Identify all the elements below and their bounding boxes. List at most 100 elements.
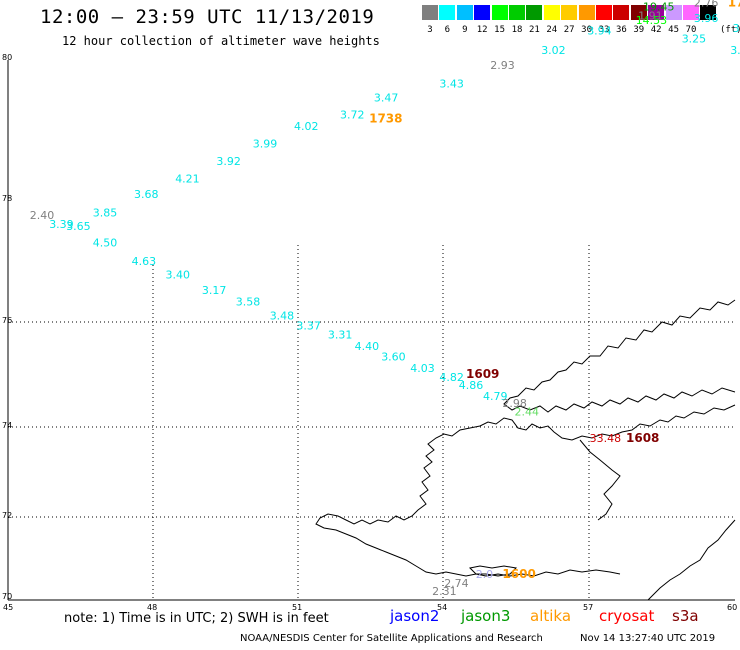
- scale-label: 6: [444, 25, 451, 35]
- pass-time-label: 173: [728, 0, 740, 10]
- novaya-zemlya-south-coast: [315, 404, 736, 577]
- lon-axis: 45 48 51 54 57 60: [3, 603, 737, 612]
- lon-tick: 57: [583, 603, 593, 612]
- scale-label: 3: [427, 25, 433, 35]
- scale-swatch: [596, 5, 612, 20]
- lat-tick: 76: [2, 316, 12, 325]
- satellite-jason3-label: jason3: [461, 607, 511, 625]
- map-subtitle: 12 hour collection of altimeter wave hei…: [62, 34, 380, 48]
- lon-tick: 60: [727, 603, 737, 612]
- scale-swatch: [422, 5, 438, 20]
- wave-height-value: 2.74: [444, 577, 469, 590]
- wave-height-value: 4.82: [439, 371, 464, 384]
- wave-height-value: 4.40: [355, 340, 380, 353]
- scale-swatch: [613, 5, 630, 20]
- scale-label: 15: [494, 25, 506, 35]
- lat-tick: 72: [2, 511, 12, 520]
- pass-time-label: 1608: [626, 431, 659, 445]
- scale-label: 24: [546, 25, 558, 35]
- satellite-altika-label: altika: [530, 607, 572, 625]
- scale-swatch: [665, 5, 682, 20]
- wave-height-value: 2.44: [515, 406, 540, 419]
- scale-swatch: [456, 5, 473, 20]
- wave-height-value: 3.25: [682, 33, 707, 46]
- scale-swatch: [439, 5, 456, 20]
- wave-height-value: 3.94: [587, 25, 612, 38]
- kara-coast-east: [647, 519, 736, 601]
- satellite-cryosat-label: cryosat: [599, 607, 655, 625]
- wave-height-value: 4.86: [459, 379, 484, 392]
- scale-swatch: [474, 5, 491, 20]
- wave-height-value: 33.48: [590, 432, 622, 445]
- lat-tick: 74: [2, 421, 12, 430]
- wave-height-value: 19.45: [643, 0, 675, 13]
- wave-height-value: 2.40: [30, 209, 55, 222]
- wave-height-value: 3.37: [296, 319, 321, 332]
- scale-label: 18: [511, 25, 523, 35]
- lat-axis: 70 72 74 76 78 80: [2, 53, 12, 601]
- kara-coast-inlet: [579, 439, 621, 521]
- scale-unit-label: (ft): [720, 25, 740, 35]
- scale-swatch: [509, 5, 525, 20]
- wave-height-value: 2.93: [490, 59, 515, 72]
- wave-height-value: 4.02: [294, 120, 319, 133]
- scale-label: 21: [528, 25, 540, 35]
- lon-tick: 45: [3, 603, 13, 612]
- generated-timestamp: Nov 14 13:27:40 UTC 2019: [580, 633, 716, 644]
- wave-height-value: 2.31: [432, 585, 457, 598]
- wave-height-value: 3.02: [541, 44, 566, 57]
- map-title: 12:00 – 23:59 UTC 11/13/2019: [40, 6, 375, 28]
- scale-swatch: [491, 5, 508, 20]
- wave-height-value: 14.53: [636, 14, 668, 27]
- wave-height-value: 3: [733, 22, 740, 35]
- scale-swatch: [578, 5, 595, 20]
- wave-height-value: 3.31: [328, 328, 353, 341]
- wave-height-value: 2.98: [502, 397, 527, 410]
- wave-height-value: 2.0: [476, 568, 494, 581]
- credit-line: NOAA/NESDIS Center for Satellite Applica…: [240, 633, 543, 644]
- scale-swatch: [648, 5, 665, 20]
- lat-tick: 70: [2, 592, 12, 601]
- wave-height-value: 3.39: [49, 218, 73, 231]
- wave-height-value: 3.65: [66, 220, 91, 233]
- wave-height-value: 3.60: [381, 350, 406, 363]
- pass-time-label: 1738: [369, 112, 402, 126]
- wave-height-value: 3.2: [730, 44, 740, 57]
- scale-label: 45: [668, 25, 680, 35]
- wave-height-value: 4.21: [175, 173, 200, 186]
- scale-swatch: [630, 5, 647, 20]
- satellite-s3a-label: s3a: [672, 607, 699, 625]
- scale-label: 70: [685, 25, 697, 35]
- wave-height-value: 3.96: [694, 12, 719, 25]
- scale-label: 12: [476, 25, 488, 35]
- pass-time-labels: 1738 1609 1608 1600 173: [369, 0, 740, 581]
- lon-tick: 51: [292, 603, 302, 612]
- wave-height-value: 3.40: [166, 268, 191, 281]
- wave-height-value: 4.63: [132, 255, 157, 268]
- scale-label: 36: [615, 25, 627, 35]
- lat-tick: 80: [2, 53, 12, 62]
- coastline: [315, 299, 736, 601]
- wave-height-value: 1.91: [638, 10, 663, 23]
- scale-label: 30: [581, 25, 593, 35]
- wave-height-value: 3.43: [439, 78, 464, 91]
- wave-height-value: 3.85: [93, 207, 118, 220]
- scale-swatch: [526, 5, 543, 20]
- scale-label: 9: [462, 25, 468, 35]
- wave-height-value: 3.48: [270, 310, 295, 323]
- wave-height-value: 3.99: [253, 137, 277, 150]
- wave-height-value: 2.76: [694, 0, 719, 10]
- wave-height-value: 3.72: [340, 109, 365, 122]
- wave-height-value: 4.50: [93, 236, 118, 249]
- footer-note: note: 1) Time is in UTC; 2) SWH is in fe…: [64, 611, 329, 626]
- vaygach-island: [468, 565, 518, 577]
- scale-label: 39: [633, 25, 645, 35]
- scale-label: 33: [598, 25, 610, 35]
- lon-tick: 54: [437, 603, 447, 612]
- scale-label: 27: [563, 25, 575, 35]
- wave-height-value: 3.58: [236, 296, 260, 309]
- satellite-jason2-label: jason2: [390, 607, 440, 625]
- scale-label: 42: [650, 25, 662, 35]
- lat-tick: 78: [2, 194, 12, 203]
